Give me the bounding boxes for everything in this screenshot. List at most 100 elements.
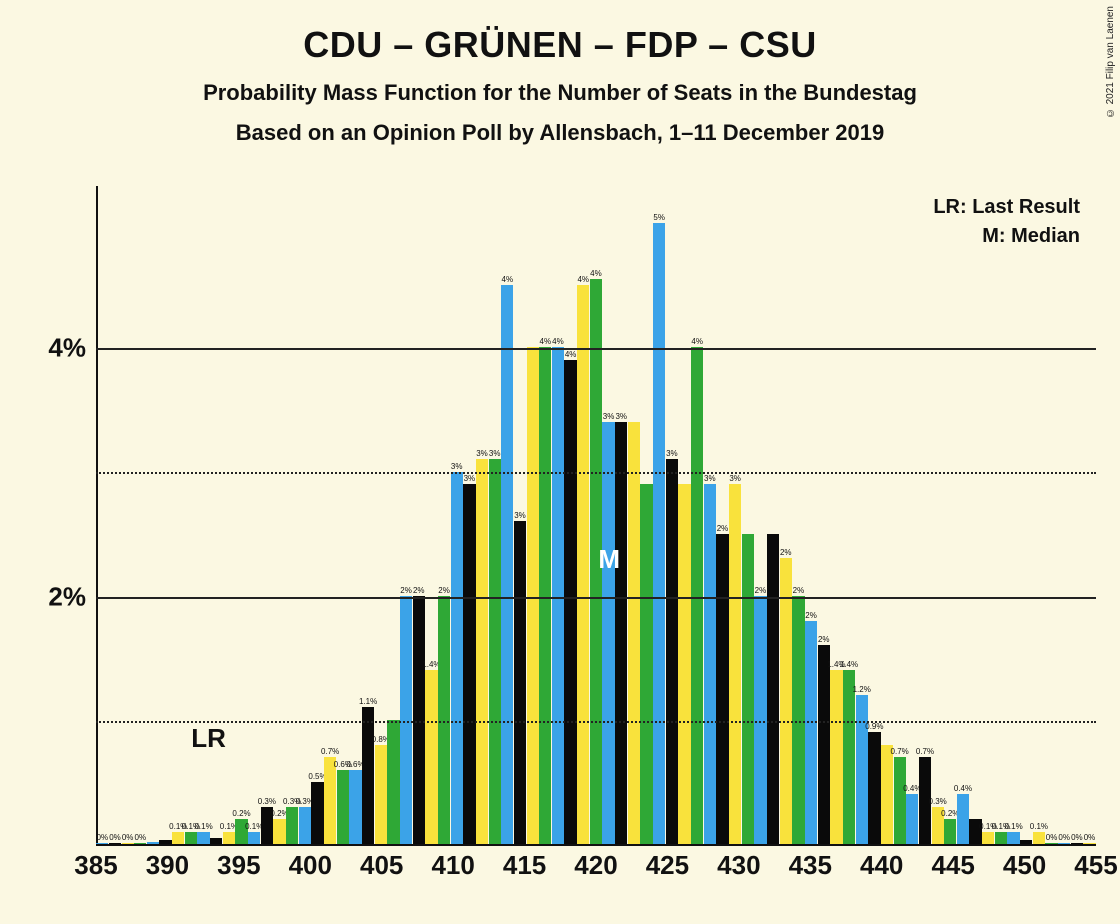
bar-value-label: 0% [1071, 833, 1083, 842]
bar-value-label: 3% [489, 449, 501, 458]
gridline [96, 472, 1096, 474]
bar [147, 842, 159, 844]
x-axis-tick: 435 [789, 850, 832, 881]
bar: 3% [704, 484, 716, 844]
bars-container: 0%0%0%0%0.1%0.1%0.1%0.1%0.2%0.1%0.3%0.2%… [96, 186, 1096, 844]
bar [678, 484, 690, 844]
x-axis-tick: 455 [1074, 850, 1117, 881]
bar-value-label: 0.1% [1030, 822, 1048, 831]
bar: 0.1% [197, 832, 209, 844]
bar [527, 347, 539, 844]
bar: 3% [476, 459, 488, 844]
bar: 3% [666, 459, 678, 844]
bar: 4% [501, 285, 513, 844]
bar [767, 534, 779, 844]
bar: 0.2% [273, 819, 285, 844]
x-axis-line [96, 844, 1096, 846]
y-axis-label: 4% [26, 332, 86, 363]
bar-value-label: 0% [135, 833, 147, 842]
bar: 3% [451, 472, 463, 844]
bar-value-label: 0.2% [232, 809, 250, 818]
bar: 0.5% [311, 782, 323, 844]
bar: 0% [122, 843, 134, 844]
bar-value-label: 0.7% [321, 747, 339, 756]
x-axis-tick: 395 [217, 850, 260, 881]
bar: 1.2% [856, 695, 868, 844]
bar: 2% [792, 596, 804, 844]
bar: 1.4% [830, 670, 842, 844]
bar: 2% [400, 596, 412, 844]
bar-value-label: 4% [590, 269, 602, 278]
bar-value-label: 3% [615, 412, 627, 421]
bar: 0.8% [375, 745, 387, 844]
bar-value-label: 3% [704, 474, 716, 483]
bar: 0.1% [995, 832, 1007, 844]
bar-value-label: 0% [109, 833, 121, 842]
bar-value-label: 3% [514, 511, 526, 520]
bar-value-label: 2% [818, 635, 830, 644]
bar-value-label: 4% [540, 337, 552, 346]
x-axis-tick: 445 [931, 850, 974, 881]
bar: 0.1% [1007, 832, 1019, 844]
bar-value-label: 2% [438, 586, 450, 595]
bar: 0.6% [337, 770, 349, 844]
bar-value-label: 2% [400, 586, 412, 595]
annotation-lr: LR [191, 723, 226, 754]
bar [640, 484, 652, 844]
x-axis-tick: 405 [360, 850, 403, 881]
bar-value-label: 1.2% [853, 685, 871, 694]
plot-area: 0%0%0%0%0.1%0.1%0.1%0.1%0.2%0.1%0.3%0.2%… [96, 186, 1096, 846]
bar: 0.1% [248, 832, 260, 844]
bar-value-label: 2% [793, 586, 805, 595]
bar: 4% [539, 347, 551, 844]
bar-value-label: 4% [565, 350, 577, 359]
bar-value-label: 1.1% [359, 697, 377, 706]
bar: 4% [691, 347, 703, 844]
bar: 3% [615, 422, 627, 844]
bar: 2% [413, 596, 425, 844]
bar: 0.6% [349, 770, 361, 844]
annotation-m: M [598, 544, 620, 575]
bar: 0.2% [944, 819, 956, 844]
bar: 4% [564, 360, 576, 844]
bar-value-label: 3% [603, 412, 615, 421]
bar: 2% [818, 645, 830, 844]
bar: 0% [1071, 843, 1083, 844]
gridline [96, 597, 1096, 599]
bar-value-label: 2% [780, 548, 792, 557]
x-axis-ticks: 3853903954004054104154204254304354404454… [96, 850, 1096, 890]
x-axis-tick: 400 [289, 850, 332, 881]
chart-title: CDU – GRÜNEN – FDP – CSU [0, 24, 1120, 66]
bar [628, 422, 640, 844]
x-axis-tick: 390 [146, 850, 189, 881]
bar: 0% [1045, 843, 1057, 844]
bar-value-label: 4% [691, 337, 703, 346]
bar: 0.7% [894, 757, 906, 844]
bar-value-label: 0% [1058, 833, 1070, 842]
bar: 5% [653, 223, 665, 844]
bar: 0.1% [185, 832, 197, 844]
bar: 0.1% [982, 832, 994, 844]
bar: 2% [805, 621, 817, 844]
x-axis-tick: 450 [1003, 850, 1046, 881]
copyright-text: © 2021 Filip van Laenen [1105, 6, 1116, 118]
bar: 0.1% [1033, 832, 1045, 844]
bar-value-label: 3% [729, 474, 741, 483]
bar-value-label: 0.1% [194, 822, 212, 831]
bar: 3% [489, 459, 501, 844]
bar-value-label: 3% [464, 474, 476, 483]
gridline [96, 721, 1096, 723]
x-axis-tick: 420 [574, 850, 617, 881]
bar: 0.1% [223, 832, 235, 844]
x-axis-tick: 415 [503, 850, 546, 881]
bar: 0.3% [299, 807, 311, 844]
bar [387, 720, 399, 844]
bar: 3% [463, 484, 475, 844]
x-axis-tick: 385 [74, 850, 117, 881]
bar: 4% [552, 347, 564, 844]
x-axis-tick: 425 [646, 850, 689, 881]
bar-value-label: 0.7% [916, 747, 934, 756]
bar [210, 838, 222, 844]
bar-value-label: 3% [451, 462, 463, 471]
chart-subtitle-2: Based on an Opinion Poll by Allensbach, … [0, 120, 1120, 146]
